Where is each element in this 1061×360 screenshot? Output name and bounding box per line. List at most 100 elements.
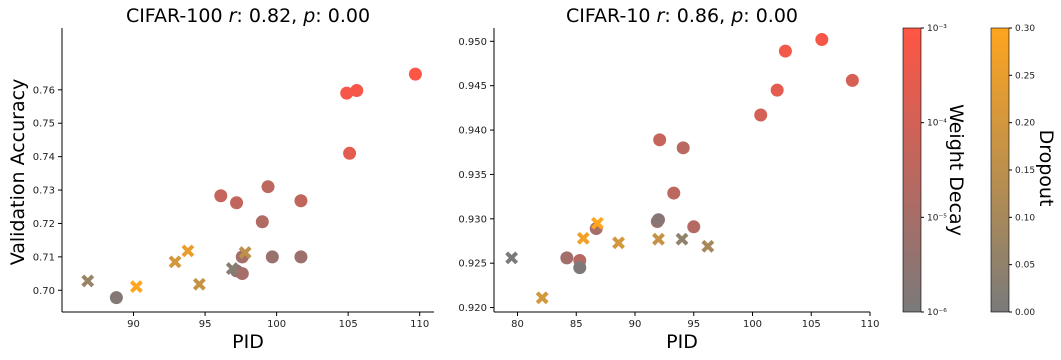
cifar100-point-circle [261,180,275,194]
cifar10-point-x [675,232,689,246]
cifar10-point-x-stroke [576,231,590,245]
cifar100-point-circle [255,215,269,229]
cifar100-x-tick-label: 90 [127,319,140,330]
cifar10-point-x [652,232,665,246]
weight-decay-colorbar-bar [902,27,922,313]
weight-decay-colorbar-tick-label: 10⁻³ [927,24,947,34]
cifar100-point-x-stroke [168,255,182,269]
cifar100-point-circle [230,196,244,210]
cifar100-y-tick-label: 0.75 [33,119,55,130]
cifar100-y-tick-label: 0.73 [33,186,55,197]
cifar100-point-circle [265,250,279,264]
cifar10-x-tick-label: 105 [802,319,821,330]
cifar10-y-tick-label: 0.930 [458,214,487,225]
cifar10-point-x [535,291,549,305]
cifar10-point-x [505,251,519,265]
cifar10-x-tick-label: 85 [570,319,583,330]
cifar100-point-circle [343,146,357,160]
cifar100-point-circle [294,194,308,208]
cifar10-plot-area: 80 85 90 95 100 105 110 0.920 0.925 0.930 0.935 0.9… [458,28,880,330]
dropout-colorbar: 0.30 0.25 0.20 0.15 0.10 0.05 0.00 Dropout [990,24,1057,318]
cifar100-y-tick-label: 0.72 [33,219,55,230]
cifar100-point-x [81,274,95,288]
cifar100-y-tick-label: 0.74 [33,152,55,163]
cifar10-title: CIFAR-10 r: 0.86, p: 0.00 [566,5,798,27]
cifar10-point-x-stroke [701,239,715,253]
weight-decay-colorbar-tick-label: 10⁻⁶ [927,308,947,318]
cifar10-point-circle [653,133,667,147]
cifar10-x-tick-label: 110 [860,319,879,330]
cifar10-point-x [701,239,715,253]
cifar100-x-tick-label: 105 [339,319,358,330]
cifar10-point-circle [770,83,784,97]
cifar100-point-x [129,280,143,294]
cifar100-point-circle [214,189,228,203]
weight-decay-colorbar-tick-label: 10⁻⁴ [927,119,947,129]
cifar100-point-x-stroke [81,274,95,288]
cifar100-point-x-stroke [192,277,206,291]
cifar10-point-x-stroke [590,216,604,230]
cifar100-y-tick-label: 0.71 [33,252,55,263]
cifar10-point-circle [754,108,768,122]
cifar10-point-circle [845,73,859,87]
cifar10-x-tick-label: 95 [687,319,700,330]
dropout-colorbar-label: Dropout [1035,130,1057,207]
dropout-colorbar-tick-label: 0.05 [1015,261,1035,271]
cifar10-point-x [576,231,590,245]
cifar100-point-circle [235,267,249,281]
weight-decay-colorbar-label: Weight Decay [945,104,967,236]
cifar100-y-axis-label: Validation Accuracy [7,79,29,266]
cifar10-point-circle [667,186,681,200]
dropout-colorbar-ticks: 0.30 0.25 0.20 0.15 0.10 0.05 0.00 [1009,24,1035,318]
cifar10-point-x [612,236,625,250]
cifar10-y-tick-label: 0.945 [458,81,487,92]
cifar100-plot-area: 90 95 100 105 110 0.70 0.71 0.72 0.73 0.74 0.75 0.7… [33,28,434,330]
cifar10-point-x-stroke [652,232,665,246]
cifar10-x-tick-label: 80 [511,319,524,330]
cifar10-point-circle [815,33,829,47]
weight-decay-colorbar: 10⁻³ 10⁻⁴ 10⁻⁵ 10⁻⁶ Weight Decay [902,24,967,318]
cifar100-x-tick-label: 100 [267,319,286,330]
dropout-colorbar-tick-label: 0.20 [1015,119,1035,129]
cifar100-point-x-stroke [181,244,195,258]
cifar100-x-tick-label: 110 [410,319,429,330]
cifar10-y-tick-label: 0.925 [458,259,487,270]
cifar10-y-tick-label: 0.950 [458,37,487,48]
cifar100-chart: CIFAR-100 r: 0.82, p: 0.00 90 95 100 105 110… [7,5,434,353]
cifar100-point-circle [109,291,123,305]
cifar10-point-x-stroke [612,236,625,250]
cifar100-x-axis-label: PID [232,331,264,353]
dropout-colorbar-tick-label: 0.00 [1015,308,1035,318]
dropout-colorbar-tick-label: 0.15 [1015,166,1035,176]
cifar100-point-x-stroke [225,262,239,275]
cifar100-title: CIFAR-100 r: 0.82, p: 0.00 [126,5,370,27]
cifar10-x-tick-label: 100 [743,319,762,330]
cifar100-y-tick-label: 0.76 [33,85,55,96]
cifar100-point-x [238,246,252,259]
cifar10-point-x-stroke [675,232,689,246]
cifar100-point-circle [294,250,308,264]
weight-decay-colorbar-ticks: 10⁻³ 10⁻⁴ 10⁻⁵ 10⁻⁶ [921,24,947,318]
cifar10-point-x-stroke [505,251,519,265]
cifar100-x-tick-label: 95 [199,319,212,330]
cifar10-point-circle [573,261,587,275]
cifar100-point-x [192,277,206,291]
cifar10-x-axis-label: PID [666,331,698,353]
weight-decay-colorbar-tick-label: 10⁻⁵ [927,213,947,223]
cifar100-point-circle [340,86,354,100]
cifar100-point-x [225,262,239,275]
cifar10-point-circle [652,213,665,227]
cifar10-point-x [590,216,604,230]
cifar100-point-x-stroke [129,280,143,294]
cifar100-point-x [181,244,195,258]
cifar10-y-tick-label: 0.940 [458,126,487,137]
dropout-colorbar-bar [990,27,1010,313]
cifar10-point-circle [676,141,690,155]
cifar100-y-tick-label: 0.70 [33,286,55,297]
cifar10-point-x-stroke [535,291,549,305]
cifar100-point-x-stroke [238,246,252,259]
dropout-colorbar-tick-label: 0.10 [1015,213,1035,223]
cifar10-y-tick-label: 0.920 [458,303,487,314]
cifar10-point-circle [560,251,574,265]
